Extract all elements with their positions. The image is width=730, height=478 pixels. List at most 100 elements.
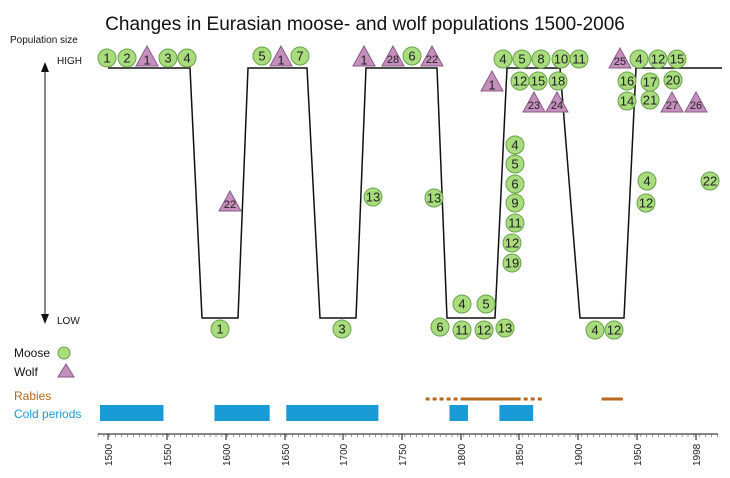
y-tick-high: HIGH	[57, 56, 82, 67]
moose-marker	[548, 71, 568, 91]
marker-label: 12	[505, 236, 519, 251]
marker-label: 6	[511, 177, 518, 192]
marker-label: 2	[123, 51, 130, 66]
marker-label: 18	[551, 74, 565, 89]
moose-marker	[604, 320, 624, 340]
moose-marker	[700, 171, 720, 191]
marker-label: 3	[338, 322, 345, 337]
marker-label: 8	[537, 52, 544, 67]
marker-label: 28	[387, 54, 399, 66]
moose-marker	[452, 320, 472, 340]
x-tick-label: 1850	[515, 443, 526, 466]
moose-marker	[637, 171, 657, 191]
marker-label: 4	[635, 52, 642, 67]
moose-marker	[505, 154, 525, 174]
wolf-marker	[218, 189, 242, 212]
x-tick-label: 1550	[163, 443, 174, 466]
moose-marker	[210, 319, 230, 339]
marker-label: 22	[224, 199, 236, 211]
marker-label: 16	[620, 74, 634, 89]
moose-marker	[476, 294, 496, 314]
moose-marker	[363, 187, 383, 207]
wolf-marker	[608, 46, 632, 69]
moose-marker	[640, 90, 660, 110]
marker-label: 13	[427, 191, 441, 206]
marker-label: 10	[554, 52, 568, 67]
marker-label: 4	[643, 174, 650, 189]
legend-moose-label: Moose	[14, 346, 50, 360]
marker-label: 17	[643, 75, 657, 90]
cold-period-bar	[100, 405, 164, 421]
marker-label: 25	[614, 56, 626, 68]
y-axis-arrow-down	[41, 314, 49, 324]
marker-label: 13	[366, 190, 380, 205]
marker-label: 4	[511, 138, 518, 153]
marker-label: 5	[511, 157, 518, 172]
moose-marker	[528, 71, 548, 91]
marker-label: 1	[360, 53, 367, 68]
moose-population-line	[108, 67, 722, 319]
x-tick-label: 1950	[633, 443, 644, 466]
moose-marker	[158, 48, 178, 68]
moose-marker	[505, 193, 525, 213]
marker-label: 12	[639, 196, 653, 211]
population-line	[108, 67, 722, 319]
moose-marker	[663, 70, 683, 90]
moose-marker	[424, 188, 444, 208]
moose-marker	[629, 49, 649, 69]
moose-marker	[617, 71, 637, 91]
moose-marker	[332, 319, 352, 339]
moose-marker	[474, 320, 494, 340]
moose-marker	[585, 320, 605, 340]
marker-label: 7	[296, 49, 303, 64]
cold-period-bar	[499, 405, 534, 421]
marker-label: 3	[164, 51, 171, 66]
y-axis: Population size HIGH LOW	[10, 35, 82, 327]
moose-marker	[512, 49, 532, 69]
x-tick-label: 1800	[457, 443, 468, 466]
wolf-marker	[352, 44, 376, 67]
legend-wolf-marker	[57, 363, 75, 378]
chart-title: Changes in Eurasian moose- and wolf popu…	[105, 14, 625, 35]
moose-marker	[505, 174, 525, 194]
x-axis: 1500 1550 1600 1650 1700 1750 1800 1850 1900 1950…	[97, 433, 718, 466]
marker-label: 5	[482, 297, 489, 312]
moose-marker	[290, 46, 310, 66]
marker-label: 1	[488, 78, 495, 93]
moose-marker	[648, 49, 668, 69]
moose-marker	[402, 46, 422, 66]
marker-label: 24	[551, 100, 563, 112]
marker-label: 1	[103, 51, 110, 66]
wolf-marker	[135, 44, 159, 67]
marker-label: 14	[620, 94, 634, 109]
marker-label: 23	[528, 100, 540, 112]
marker-label: 1	[143, 53, 150, 68]
wolf-marker	[381, 44, 405, 67]
wolf-marker	[684, 90, 708, 113]
marker-label: 15	[670, 52, 684, 67]
marker-label: 1	[216, 322, 223, 337]
moose-marker	[117, 48, 137, 68]
moose-marker	[97, 48, 117, 68]
x-tick-label: 1998	[692, 443, 703, 466]
marker-label: 12	[651, 52, 665, 67]
marker-label: 4	[183, 51, 190, 66]
wolf-marker	[269, 44, 293, 67]
marker-label: 1	[277, 53, 284, 68]
marker-label: 13	[498, 321, 512, 336]
marker-label: 5	[258, 49, 265, 64]
moose-marker	[636, 193, 656, 213]
moose-marker	[177, 48, 197, 68]
moose-marker	[531, 49, 551, 69]
x-tick-label: 1750	[398, 443, 409, 466]
legend-cold-label: Cold periods	[14, 407, 81, 421]
moose-marker	[505, 213, 525, 233]
moose-marker	[452, 294, 472, 314]
x-tick-label: 1900	[574, 443, 585, 466]
marker-label: 15	[531, 74, 545, 89]
moose-marker	[430, 317, 450, 337]
cold-period-bar	[449, 405, 468, 421]
legend-moose-marker	[57, 346, 71, 360]
marker-label: 19	[505, 256, 519, 271]
